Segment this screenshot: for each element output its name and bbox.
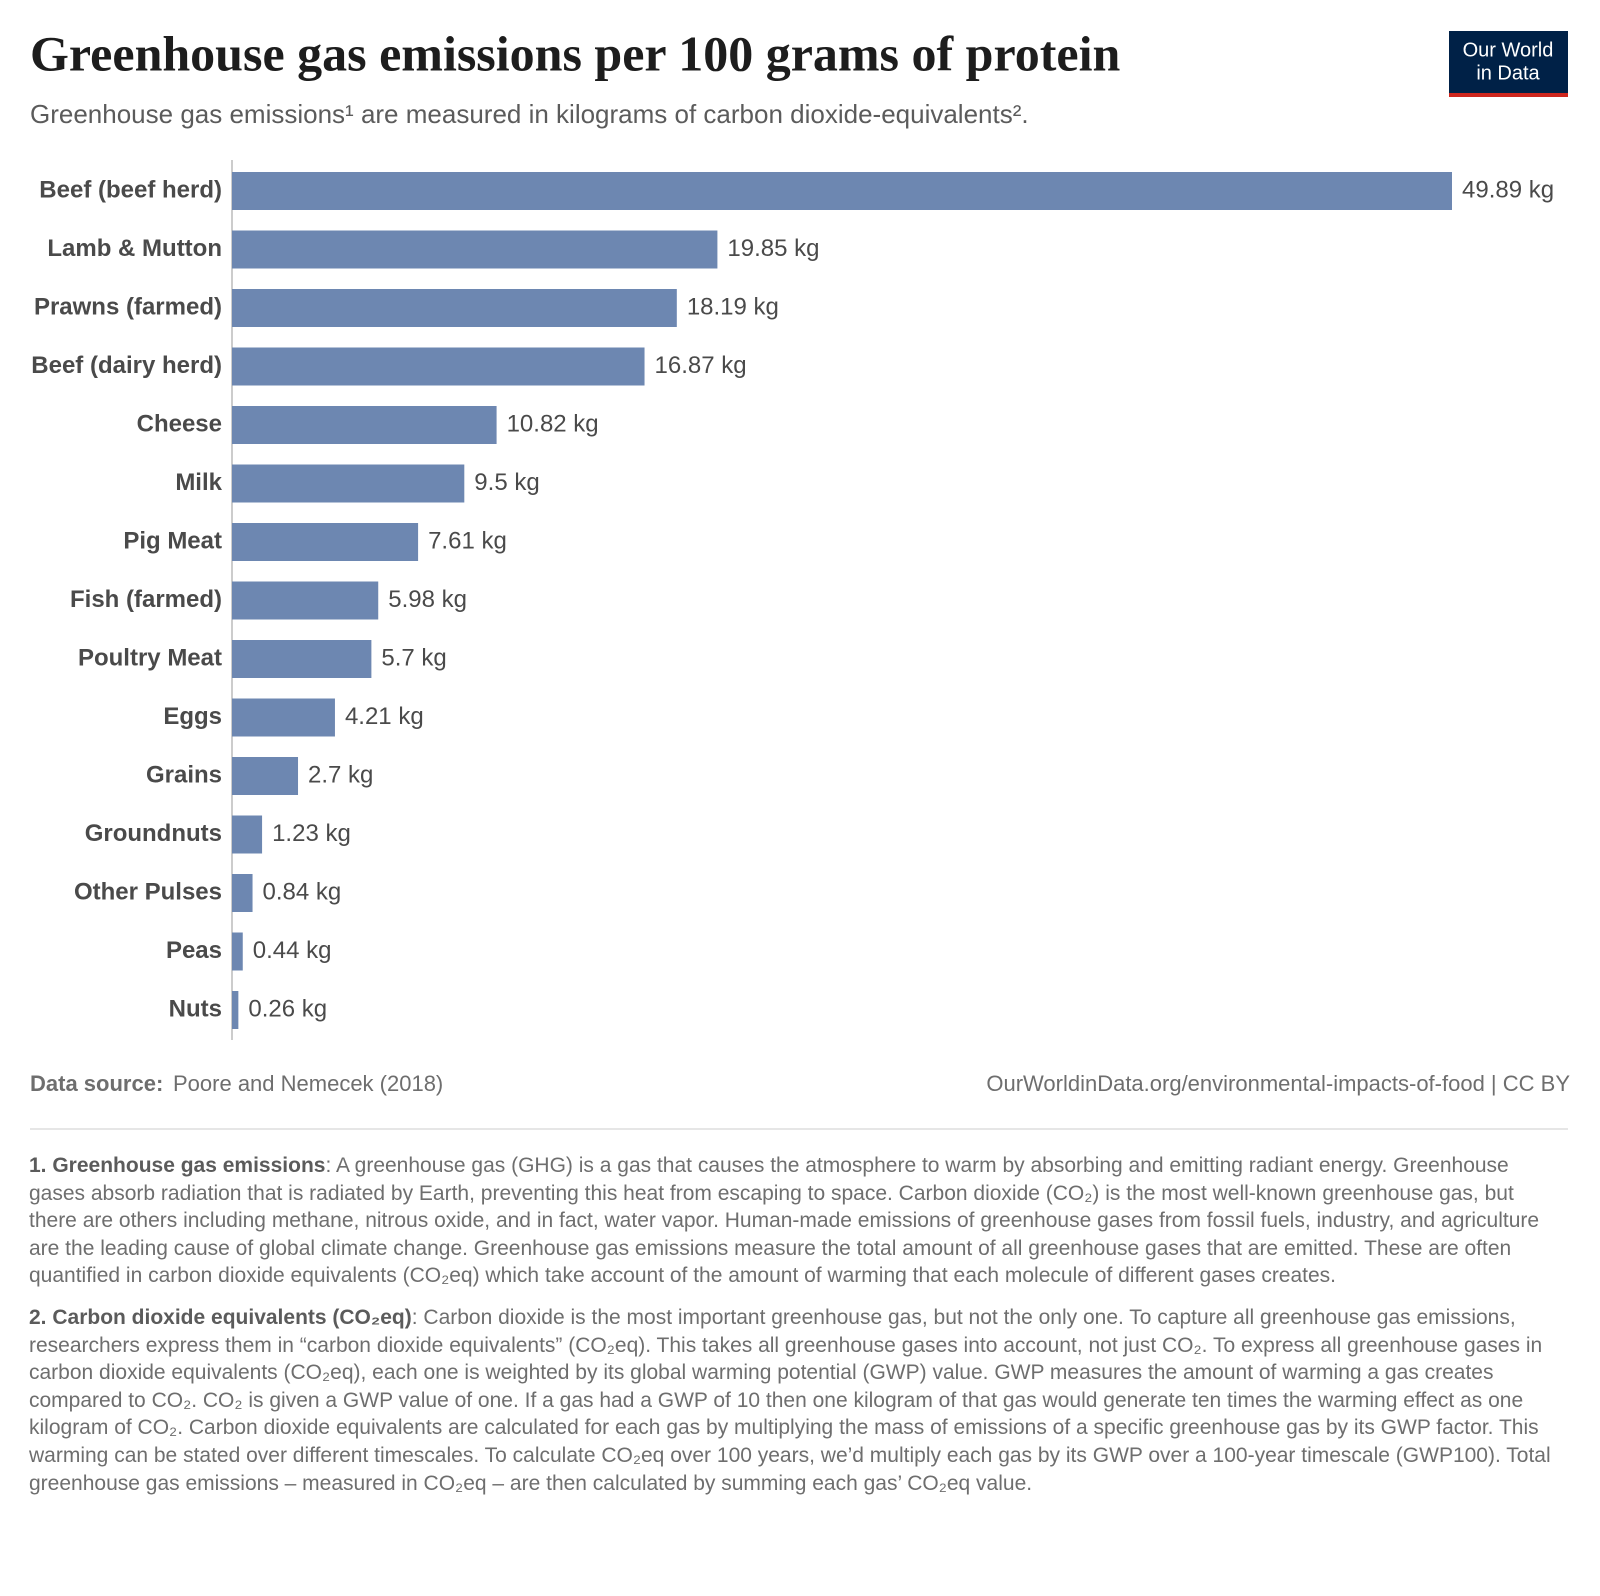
value-label: 5.7 kg <box>381 644 446 671</box>
logo-text: Our World <box>1463 39 1554 61</box>
bar <box>232 523 419 561</box>
bar <box>232 289 677 327</box>
category-label: Pig Meat <box>123 527 222 554</box>
footnote-heading: 2. Carbon dioxide equivalents (CO₂eq) <box>29 1305 412 1329</box>
value-label: 0.84 kg <box>263 878 342 905</box>
footnote-text: : Carbon dioxide is the most important g… <box>29 1305 1551 1495</box>
category-label: Poultry Meat <box>78 644 222 671</box>
value-label: 5.98 kg <box>388 586 467 613</box>
category-label: Other Pulses <box>74 878 222 905</box>
value-label: 16.87 kg <box>655 352 747 379</box>
bar <box>232 347 645 386</box>
value-label: 19.85 kg <box>727 235 819 262</box>
category-label: Beef (dairy herd) <box>31 352 222 379</box>
bar <box>232 815 263 854</box>
footnotes: 1. Greenhouse gas emissions: A greenhous… <box>29 1152 1564 1511</box>
bar <box>232 757 299 795</box>
value-label: 7.61 kg <box>428 527 507 554</box>
bar <box>232 464 465 503</box>
category-label: Milk <box>175 469 222 496</box>
value-label: 2.7 kg <box>308 761 373 788</box>
footnote-text: : A greenhouse gas (GHG) is a gas that c… <box>29 1154 1540 1288</box>
bar <box>232 874 253 912</box>
value-label: 0.44 kg <box>253 937 332 964</box>
value-label: 4.21 kg <box>345 703 424 730</box>
source-label: Data source: <box>30 1071 163 1096</box>
category-label: Peas <box>166 937 222 964</box>
chart: Greenhouse gas emissions per 100 grams o… <box>30 25 1570 1130</box>
logo-box <box>1449 31 1568 97</box>
footnote: 1. Greenhouse gas emissions: A greenhous… <box>29 1152 1564 1290</box>
logo: Our World in Data <box>1449 31 1568 97</box>
value-label: 10.82 kg <box>507 410 599 437</box>
category-label: Fish (farmed) <box>70 586 222 613</box>
logo-bar <box>1449 93 1568 97</box>
bar <box>232 581 379 620</box>
category-label: Lamb & Mutton <box>47 235 222 262</box>
value-label: 0.26 kg <box>248 995 327 1022</box>
bar <box>232 698 335 737</box>
category-label: Nuts <box>169 995 222 1022</box>
bar <box>232 991 239 1029</box>
url: OurWorldinData.org/environmental-impacts… <box>986 1071 1570 1096</box>
category-label: Prawns (farmed) <box>34 293 222 320</box>
logo-text: in Data <box>1476 62 1540 84</box>
category-label: Cheese <box>137 410 222 437</box>
value-label: 9.5 kg <box>474 469 539 496</box>
category-label: Groundnuts <box>85 820 222 847</box>
bar <box>232 932 243 971</box>
bar <box>232 640 372 678</box>
bar <box>232 230 718 269</box>
value-label: 1.23 kg <box>272 820 351 847</box>
bar <box>232 406 497 444</box>
value-label: 49.89 kg <box>1462 176 1554 203</box>
value-label: 18.19 kg <box>687 293 779 320</box>
footnote: 2. Carbon dioxide equivalents (CO₂eq): C… <box>29 1304 1564 1497</box>
chart-subtitle: Greenhouse gas emissions¹ are measured i… <box>30 99 1029 129</box>
source: Poore and Nemecek (2018) <box>173 1071 443 1096</box>
category-label: Grains <box>146 761 222 788</box>
chart-title: Greenhouse gas emissions per 100 grams o… <box>30 25 1120 81</box>
category-label: Beef (beef herd) <box>39 176 222 203</box>
bar <box>232 172 1452 210</box>
footnote-heading: 1. Greenhouse gas emissions <box>29 1154 326 1177</box>
category-label: Eggs <box>163 703 222 730</box>
